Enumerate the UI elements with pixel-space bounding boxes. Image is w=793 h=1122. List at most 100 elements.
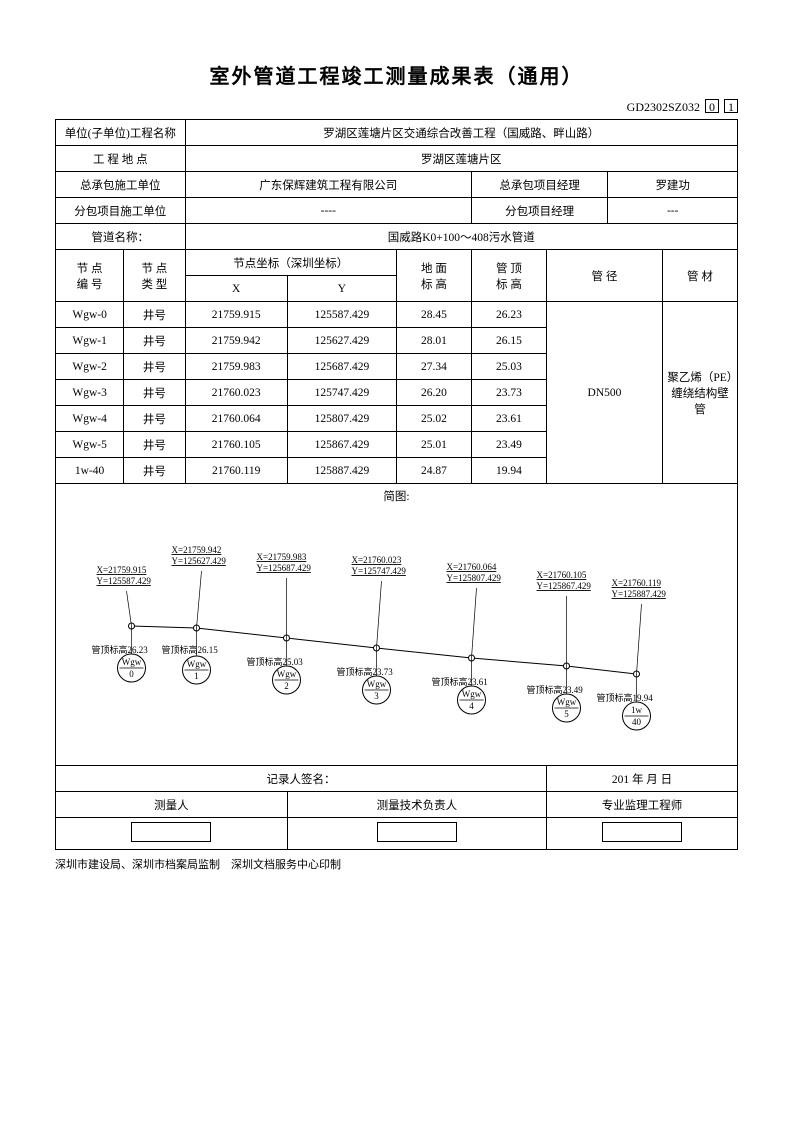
cell-x: 21760.119 [185,458,287,484]
cell-y: 125807.429 [287,406,396,432]
hdr-node-no: 节 点 编 号 [56,250,124,302]
page-title: 室外管道工程竣工测量成果表（通用） [55,60,738,89]
lbl-unit-name: 单位(子单位)工程名称 [56,120,186,146]
lbl-main-contractor: 总承包施工单位 [56,172,186,198]
svg-text:5: 5 [564,709,569,719]
lbl-recorder: 记录人签名： [56,766,547,792]
cell-type: 井号 [124,328,185,354]
lbl-sub-contractor: 分包项目施工单位 [56,198,186,224]
val-material: 聚乙烯（PE）缠绕结构壁管 [662,302,737,484]
sig-supervisor [547,818,738,850]
svg-text:管顶标高23.73: 管顶标高23.73 [337,666,394,677]
svg-text:Wgw: Wgw [557,697,577,707]
cell-top: 23.49 [471,432,546,458]
cell-ground: 28.01 [396,328,471,354]
svg-text:Y=125747.429: Y=125747.429 [352,566,407,576]
cell-ground: 24.87 [396,458,471,484]
svg-text:管顶标高26.23: 管顶标高26.23 [92,644,149,655]
doc-box-2: 1 [724,99,738,113]
main-table: 单位(子单位)工程名称 罗湖区莲塘片区交通综合改善工程（国威路、畔山路） 工 程… [55,119,738,850]
svg-text:2: 2 [284,681,289,691]
lbl-pipe-name: 管道名称： [56,224,186,250]
hdr-node-type: 节 点 类 型 [124,250,185,302]
svg-text:Y=125887.429: Y=125887.429 [612,589,667,599]
cell-ground: 27.34 [396,354,471,380]
svg-text:1w: 1w [631,705,643,715]
svg-text:管顶标高23.61: 管顶标高23.61 [432,676,488,687]
svg-text:管顶标高26.15: 管顶标高26.15 [162,644,219,655]
lbl-sub-pm: 分包项目经理 [471,198,607,224]
val-date: 201 年 月 日 [547,766,738,792]
sig-surveyor [56,818,288,850]
cell-no: Wgw-4 [56,406,124,432]
cell-no: Wgw-0 [56,302,124,328]
cell-ground: 25.02 [396,406,471,432]
hdr-node-coord: 节点坐标（深圳坐标） [185,250,396,276]
cell-top: 26.23 [471,302,546,328]
cell-top: 23.73 [471,380,546,406]
svg-text:Y=125587.429: Y=125587.429 [97,576,152,586]
lbl-supervisor: 专业监理工程师 [547,792,738,818]
doc-box-1: 0 [705,99,719,113]
cell-ground: 26.20 [396,380,471,406]
svg-text:3: 3 [374,691,379,701]
cell-no: Wgw-3 [56,380,124,406]
cell-y: 125687.429 [287,354,396,380]
val-sub-pm: --- [608,198,738,224]
svg-text:X=21760.105: X=21760.105 [537,570,587,580]
svg-text:管顶标高19.94: 管顶标高19.94 [597,692,654,703]
cell-top: 23.61 [471,406,546,432]
cell-y: 125627.429 [287,328,396,354]
cell-y: 125867.429 [287,432,396,458]
svg-text:Wgw: Wgw [187,659,207,669]
cell-top: 26.15 [471,328,546,354]
svg-text:4: 4 [469,701,474,711]
val-main-pm: 罗建功 [608,172,738,198]
cell-type: 井号 [124,380,185,406]
svg-text:40: 40 [632,717,642,727]
lbl-location: 工 程 地 点 [56,146,186,172]
doc-code: GD2302SZ032 [627,100,700,114]
cell-x: 21760.064 [185,406,287,432]
hdr-ground-elev: 地 面 标 高 [396,250,471,302]
cell-x: 21760.105 [185,432,287,458]
cell-x: 21759.983 [185,354,287,380]
cell-top: 25.03 [471,354,546,380]
cell-type: 井号 [124,354,185,380]
svg-text:Y=125867.429: Y=125867.429 [537,581,592,591]
cell-y: 125887.429 [287,458,396,484]
val-pipe-name: 国威路K0+100～408污水管道 [185,224,737,250]
svg-text:0: 0 [129,669,134,679]
sig-tech-lead [287,818,546,850]
val-main-contractor: 广东保辉建筑工程有限公司 [185,172,471,198]
lbl-tech-lead: 测量技术负责人 [287,792,546,818]
svg-text:Wgw: Wgw [367,679,387,689]
sketch-cell: 简图: X=21759.915Y=125587.429管顶标高26.23Wgw0… [56,484,738,766]
hdr-material: 管 材 [662,250,737,302]
svg-text:管顶标高25.03: 管顶标高25.03 [247,656,304,667]
hdr-x: X [185,276,287,302]
val-diameter: DN500 [547,302,663,484]
cell-x: 21759.915 [185,302,287,328]
val-sub-contractor: ---- [185,198,471,224]
lbl-main-pm: 总承包项目经理 [471,172,607,198]
cell-type: 井号 [124,432,185,458]
cell-y: 125587.429 [287,302,396,328]
svg-text:Y=125687.429: Y=125687.429 [257,563,312,573]
svg-text:管顶标高23.49: 管顶标高23.49 [527,684,584,695]
lbl-surveyor: 测量人 [56,792,288,818]
svg-text:X=21760.064: X=21760.064 [447,562,497,572]
cell-y: 125747.429 [287,380,396,406]
cell-no: Wgw-2 [56,354,124,380]
cell-x: 21759.942 [185,328,287,354]
doc-number: GD2302SZ032 0 1 [55,99,738,115]
svg-text:Wgw: Wgw [462,689,482,699]
val-location: 罗湖区莲塘片区 [185,146,737,172]
cell-type: 井号 [124,302,185,328]
cell-no: 1w-40 [56,458,124,484]
svg-text:1: 1 [194,671,199,681]
lbl-sketch: 简图: [60,488,733,504]
svg-text:Wgw: Wgw [277,669,297,679]
cell-no: Wgw-5 [56,432,124,458]
cell-type: 井号 [124,406,185,432]
